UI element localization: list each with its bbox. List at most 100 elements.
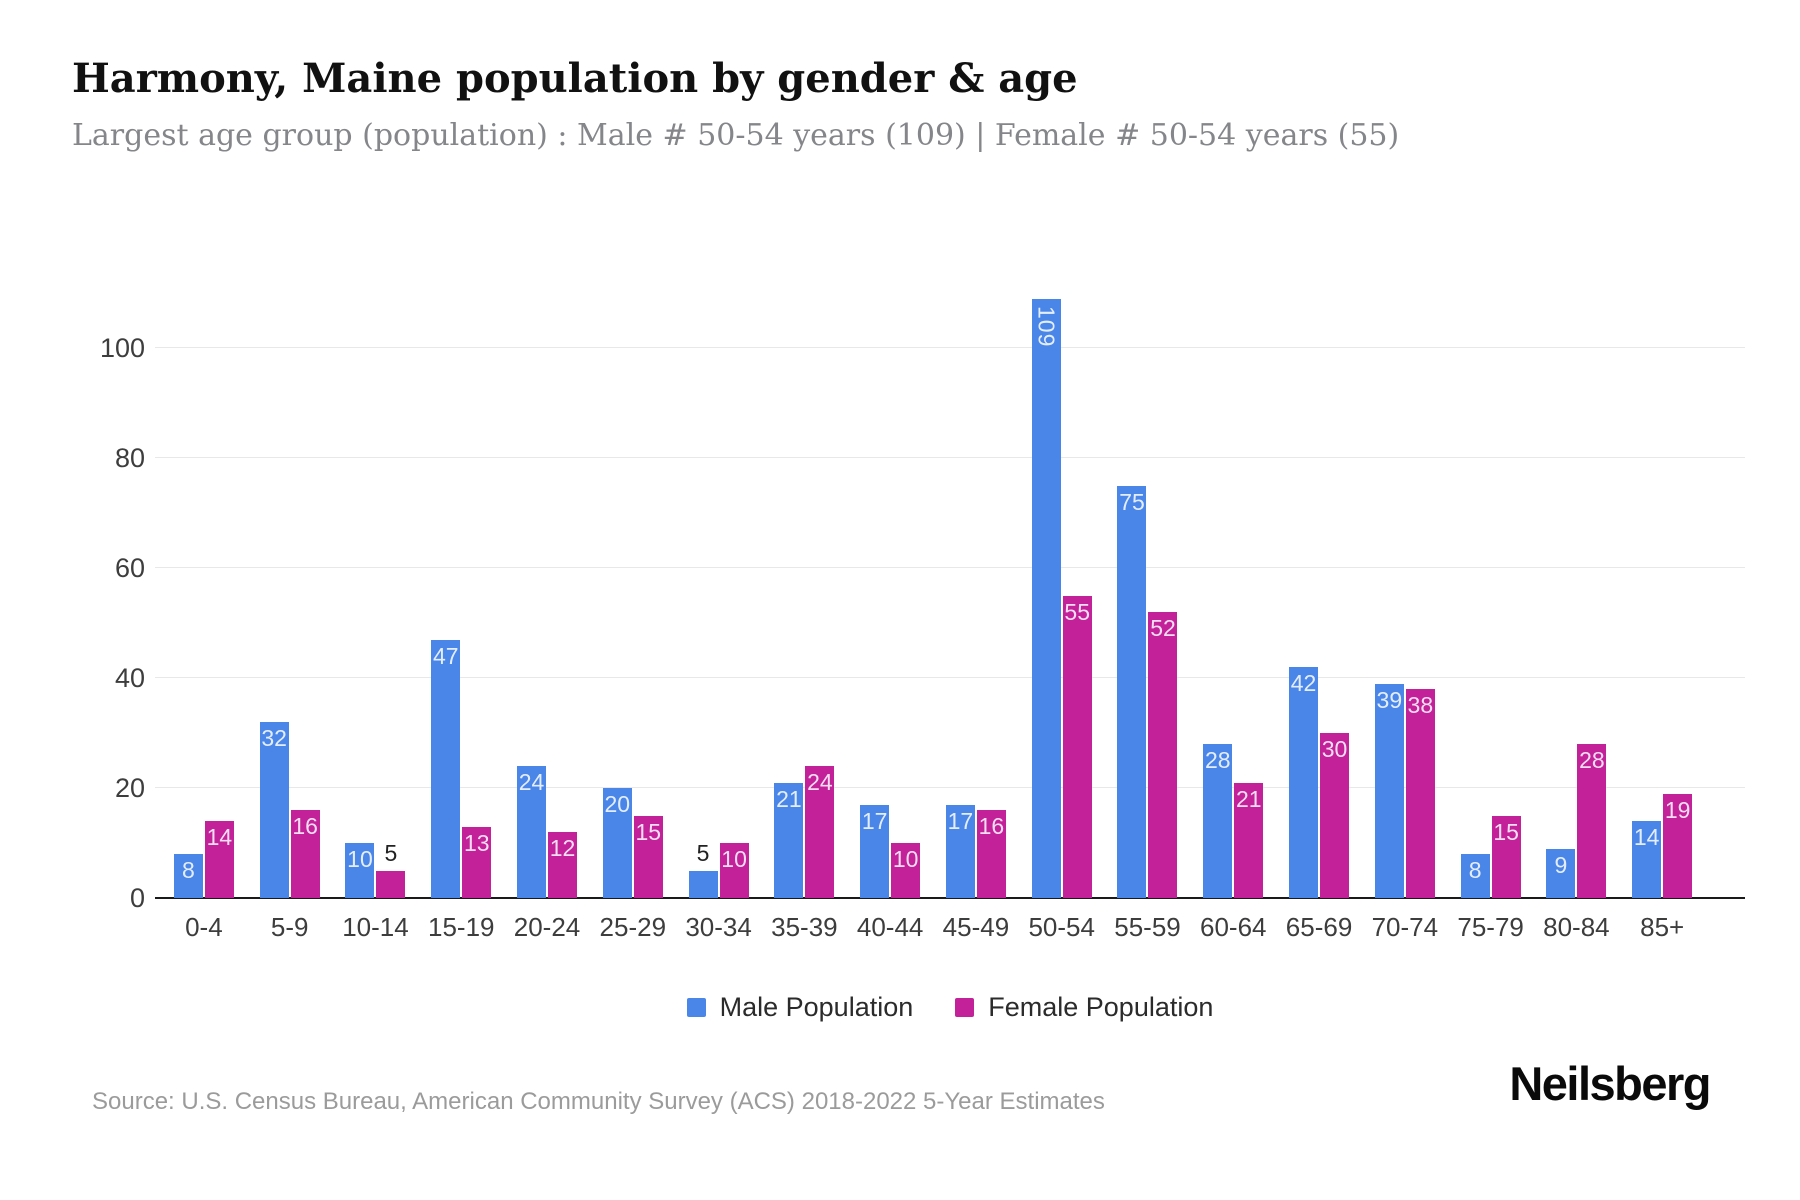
male-swatch-icon <box>686 998 706 1017</box>
bar-group: 24 12 <box>504 243 590 898</box>
bar-value-label: 21 <box>1235 785 1262 812</box>
bar-male: 9 <box>1546 848 1576 898</box>
x-axis-label: 35-39 <box>771 912 838 942</box>
bar-value-label: 12 <box>549 835 576 861</box>
x-axis-label: 80-84 <box>1543 912 1610 942</box>
x-axis-label: 15-19 <box>427 912 495 942</box>
bar-female: 13 <box>462 826 492 898</box>
bar-value-label: 42 <box>1290 670 1317 696</box>
bar-female: 30 <box>1320 733 1350 898</box>
bar-male: 10 <box>345 843 375 898</box>
plot-area: 8 14 32 16 10 5 47 13 24 12 20 15 5 10 21 24 17 10 17 16 109… <box>155 243 1745 899</box>
bar-male: 14 <box>1632 821 1662 898</box>
bar-value-label: 16 <box>292 813 318 839</box>
x-axis-row: 0-4 5-9 10-14 15-19 20-24 25-29 30-34 35-39 40-4… <box>155 912 1745 943</box>
bar-female: 28 <box>1577 744 1607 898</box>
bar-value-label: 14 <box>1633 824 1660 850</box>
x-axis-line <box>155 897 1745 899</box>
bar-value-label: 21 <box>776 785 802 812</box>
chart-title: Harmony, Maine population by gender & ag… <box>72 55 1078 102</box>
gridline <box>155 347 1745 348</box>
y-axis: 0 20 40 60 80 100 <box>40 243 145 913</box>
bar-value-label: 19 <box>1664 796 1691 823</box>
bar-female: 10 <box>719 843 749 898</box>
bar-male: 8 <box>173 854 203 898</box>
bars-row: 8 14 32 16 10 5 47 13 24 12 20 15 5 10 21 24 17 10 17 16 109… <box>155 243 1745 898</box>
chart-subtitle: Largest age group (population) : Male # … <box>72 118 1400 153</box>
bar-value-label: 8 <box>181 857 195 883</box>
bar-value-label: 52 <box>1150 615 1176 641</box>
bar-female: 16 <box>290 810 320 898</box>
bar-male: 75 <box>1117 485 1147 898</box>
x-axis-label: 25-29 <box>599 912 667 942</box>
x-axis-label: 45-49 <box>942 912 1010 942</box>
bar-group: 5 10 <box>676 243 762 898</box>
bar-female: 10 <box>891 843 921 898</box>
bar-male: 20 <box>602 788 632 898</box>
y-axis-tick-label: 40 <box>114 663 145 693</box>
bar-group: 21 24 <box>761 243 847 898</box>
bar-female: 21 <box>1234 782 1264 898</box>
bar-group: 47 13 <box>418 243 504 898</box>
x-axis-label: 70-74 <box>1371 912 1439 942</box>
bar-group: 8 15 <box>1448 243 1534 898</box>
female-swatch-icon <box>955 998 975 1017</box>
bar-male: 28 <box>1203 744 1233 898</box>
y-axis-tick-label: 100 <box>99 333 145 363</box>
x-axis-label: 10-14 <box>342 912 409 942</box>
x-axis-label: 65-69 <box>1285 912 1353 942</box>
bar-male: 5 <box>688 840 718 898</box>
bar-female: 15 <box>1491 815 1521 898</box>
bar-value-label: 10 <box>347 846 373 872</box>
bar-group: 28 21 <box>1190 243 1276 898</box>
bar-value-label: 55 <box>1064 598 1090 625</box>
bar-value-label: 38 <box>1407 692 1434 718</box>
x-axis-label: 30-34 <box>685 912 752 942</box>
bar-male: 17 <box>945 804 975 898</box>
bar-value-label: 20 <box>604 791 631 817</box>
legend-label-female: Female Population <box>988 992 1214 1022</box>
legend-label-male: Male Population <box>719 992 914 1022</box>
bar-female: 15 <box>633 815 663 898</box>
bar-value-label: 17 <box>861 807 888 834</box>
source-attribution: Source: U.S. Census Bureau, American Com… <box>92 1088 1105 1115</box>
bar-male: 21 <box>774 782 804 898</box>
bar-value-label: 47 <box>432 642 459 669</box>
bar-male: 109 <box>1031 298 1061 898</box>
gridline <box>155 567 1745 568</box>
x-axis-label: 85+ <box>1640 912 1685 942</box>
bar-value-label: 8 <box>1468 857 1482 883</box>
y-axis-tick-label: 20 <box>114 773 145 803</box>
x-axis-label: 5-9 <box>270 912 309 942</box>
bar-value-label: 15 <box>1493 818 1519 845</box>
x-axis-label: 55-59 <box>1114 912 1181 942</box>
x-axis-label: 50-54 <box>1028 912 1095 942</box>
bar-value-label: 13 <box>463 829 490 856</box>
bar-male: 47 <box>431 639 461 898</box>
bar-group: 10 5 <box>333 243 419 898</box>
bar-female: 5 <box>376 840 406 898</box>
x-axis-label: 0-4 <box>185 912 223 942</box>
bar-value-label: 9 <box>1554 851 1568 878</box>
gridline <box>155 457 1745 458</box>
y-axis-tick-label: 60 <box>114 553 145 583</box>
bar-value-label: 16 <box>978 813 1005 839</box>
gridline <box>155 787 1745 788</box>
bar-male: 42 <box>1289 667 1319 898</box>
bar-value-label: 10 <box>892 846 919 872</box>
bar-value-label: 5 <box>384 839 398 866</box>
bar-male: 17 <box>860 804 890 898</box>
bar-group: 17 16 <box>933 243 1019 898</box>
bar-group: 109 55 <box>1019 243 1105 898</box>
bar-value-label: 28 <box>1204 747 1231 773</box>
y-axis-tick-label: 0 <box>129 883 145 913</box>
bar-group: 42 30 <box>1276 243 1362 898</box>
bar-female: 55 <box>1062 595 1092 898</box>
bar-group: 32 16 <box>247 243 333 898</box>
bar-male: 8 <box>1460 854 1490 898</box>
x-axis-label: 75-79 <box>1457 912 1524 942</box>
bar-female: 38 <box>1405 689 1435 898</box>
x-axis-label: 40-44 <box>856 912 924 942</box>
bar-value-label: 28 <box>1579 747 1605 773</box>
bar-value-label: 24 <box>807 769 833 795</box>
